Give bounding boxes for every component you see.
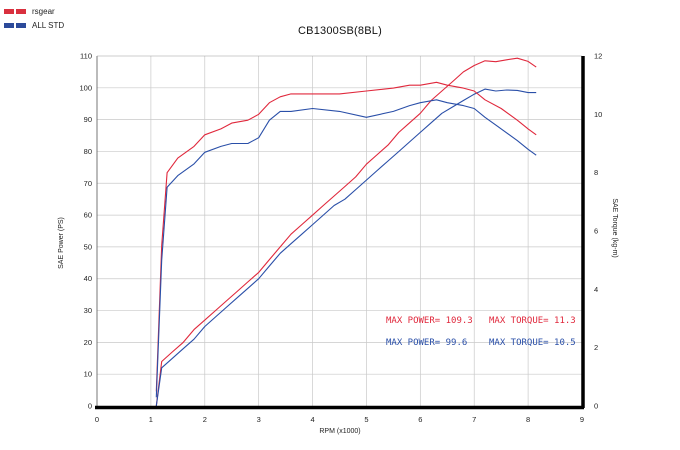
legend-label: rsgear [32, 6, 55, 16]
rsgear-power-curve [155, 57, 537, 407]
annotation-std-max-torque: MAX TORQUE= 10.5 [489, 338, 576, 348]
y-left-tick-label: 90 [84, 115, 92, 124]
y-right-tick-label: 12 [594, 52, 602, 61]
y-right-tick-label: 2 [594, 343, 598, 352]
y-left-tick-label: 40 [84, 274, 92, 283]
legend-swatch [4, 22, 14, 28]
y-right-tick-label: 6 [594, 227, 598, 236]
x-tick-label: 1 [149, 415, 153, 424]
x-tick-label: 7 [472, 415, 476, 424]
legend: rsgear ALL STD [4, 4, 64, 32]
axes [95, 55, 585, 410]
legend-item-all-std: ALL STD [4, 18, 64, 32]
y-left-tick-label: 100 [79, 83, 92, 92]
grid [97, 56, 582, 406]
legend-label: ALL STD [32, 20, 65, 30]
x-tick-label: 3 [257, 415, 261, 424]
y-left-tick-label: 110 [80, 52, 92, 61]
x-tick-label: 8 [526, 415, 530, 424]
legend-swatch [16, 22, 26, 28]
all-std-power-curve [155, 88, 537, 407]
x-tick-label: 0 [95, 415, 99, 424]
annotation-rsgear-max-power: MAX POWER= 109.3 [386, 316, 473, 326]
y-left-tick-label: 60 [84, 211, 92, 220]
legend-swatch [16, 8, 26, 14]
chart-title: CB1300SB(8BL) [298, 25, 382, 37]
curves [155, 57, 537, 407]
rsgear-torque-curve [155, 81, 537, 392]
y-left-tick-label: 0 [88, 402, 92, 411]
y-right-tick-label: 0 [594, 402, 598, 411]
y-right-axis-title: SAE Torque (kg-m) [611, 198, 618, 257]
y-left-tick-label: 10 [84, 370, 92, 379]
annotation-std-max-power: MAX POWER= 99.6 [386, 338, 467, 348]
y-left-tick-label: 30 [84, 306, 92, 315]
x-tick-label: 5 [364, 415, 368, 424]
ticks: 0 1 2 3 4 5 6 7 8 9010203040506070809010011002468… [79, 52, 602, 425]
y-left-tick-label: 80 [84, 147, 92, 156]
y-left-tick-label: 70 [84, 179, 92, 188]
legend-swatch [4, 8, 14, 14]
y-right-tick-label: 4 [594, 285, 598, 294]
x-axis-title: RPM (x1000) [319, 428, 360, 435]
all-std-torque-curve [155, 99, 537, 398]
y-left-tick-label: 50 [84, 242, 92, 251]
x-tick-label: 4 [310, 415, 314, 424]
annotation-rsgear-max-torque: MAX TORQUE= 11.3 [489, 316, 576, 326]
y-right-tick-label: 10 [594, 110, 602, 119]
y-left-axis-title: SAE Power (PS) [58, 217, 65, 269]
y-left-tick-label: 20 [84, 338, 92, 347]
x-tick-label: 9 [580, 415, 584, 424]
y-right-tick-label: 8 [594, 168, 598, 177]
x-tick-label: 2 [203, 415, 207, 424]
x-tick-label: 6 [418, 415, 422, 424]
legend-item-rsgear: rsgear [4, 4, 64, 18]
